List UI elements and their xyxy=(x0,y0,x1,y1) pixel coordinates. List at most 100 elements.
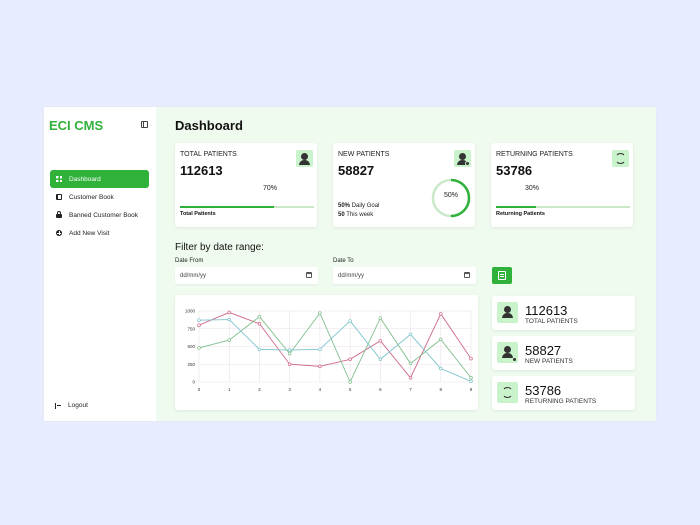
series-1-point xyxy=(469,356,473,361)
date-to-input[interactable]: dd/mm/yy xyxy=(333,267,476,284)
patient-icon xyxy=(497,302,518,323)
series-1-point xyxy=(318,364,322,369)
series-3-point xyxy=(469,379,473,384)
total-patients-card: TOTAL PATIENTS 112613 70% Total Patients xyxy=(175,143,317,227)
x-tick-label: 5 xyxy=(349,387,352,392)
logout-icon xyxy=(55,402,61,409)
sidebar-item-banned-customer-book[interactable]: Banned Customer Book xyxy=(50,206,149,224)
book-icon xyxy=(56,194,62,200)
calendar-icon[interactable] xyxy=(464,272,470,278)
lock-icon xyxy=(56,211,62,218)
summary-label: RETURNING PATIENTS xyxy=(525,398,597,405)
sidebar-item-label: Banned Customer Book xyxy=(69,211,139,219)
series-3-point xyxy=(227,317,231,322)
x-tick-label: 7 xyxy=(409,387,412,392)
logout-label: Logout xyxy=(68,402,88,409)
sidebar-item-dashboard[interactable]: Dashboard xyxy=(50,170,149,188)
series-2-line xyxy=(198,312,472,384)
series-3-point xyxy=(197,318,201,322)
series-1-point xyxy=(378,339,383,343)
sidebar-toggle-icon[interactable] xyxy=(141,121,148,128)
x-tick-label: 6 xyxy=(379,387,382,392)
sidebar-item-label: Dashboard xyxy=(69,175,101,183)
sidebar: ECI CMS Dashboard Customer Book Banned C… xyxy=(44,107,156,421)
summary-value: 112613 xyxy=(525,303,568,318)
y-tick-label: 1000 xyxy=(185,309,196,314)
y-tick-label: 250 xyxy=(187,362,195,367)
progress-bar xyxy=(496,206,630,208)
y-tick-label: 0 xyxy=(192,380,195,385)
series-1-point xyxy=(227,310,231,315)
daily-goal-donut xyxy=(431,178,471,218)
stat-label: RETURNING PATIENTS xyxy=(496,151,573,158)
progress-label: Total Patients xyxy=(180,211,216,217)
series-2-point xyxy=(227,338,231,342)
series-2-point xyxy=(348,380,352,384)
series-2-point xyxy=(287,351,292,356)
date-from-input[interactable]: dd/mm/yy xyxy=(175,267,318,284)
progress-percent: 70% xyxy=(263,185,278,192)
main-content: Dashboard TOTAL PATIENTS 112613 70% Tota… xyxy=(156,107,656,421)
series-1-point xyxy=(408,375,413,380)
series-3-line xyxy=(198,319,472,382)
x-tick-label: 1 xyxy=(228,387,231,392)
stat-label: NEW PATIENTS xyxy=(338,151,390,158)
calendar-icon[interactable] xyxy=(306,272,312,278)
x-tick-label: 3 xyxy=(288,387,291,392)
x-tick-label: 8 xyxy=(440,387,443,392)
series-2-point xyxy=(318,311,322,315)
stat-label: TOTAL PATIENTS xyxy=(180,151,237,158)
x-tick-label: 2 xyxy=(258,387,261,392)
stat-value: 53786 xyxy=(496,163,533,178)
patient-icon xyxy=(296,150,313,167)
x-tick-label: 9 xyxy=(470,387,473,392)
series-1-point xyxy=(287,362,292,366)
grid-icon xyxy=(56,176,62,182)
filter-title: Filter by date range: xyxy=(175,242,264,253)
sidebar-item-label: Customer Book xyxy=(69,193,114,201)
sidebar-item-label: Add New Visit xyxy=(69,229,110,237)
progress-fill xyxy=(180,206,274,208)
plus-circle-icon xyxy=(56,230,62,236)
sync-icon xyxy=(612,150,629,167)
date-from-label: Date From xyxy=(175,258,204,264)
series-3-point xyxy=(439,366,443,371)
line-chart-card: 0 250 500 750 1000 0 1 2 3 4 5 6 7 8 9 xyxy=(175,295,478,410)
date-to-placeholder: dd/mm/yy xyxy=(338,272,365,279)
x-tick-label: 0 xyxy=(198,387,201,392)
y-tick-label: 750 xyxy=(187,326,195,331)
sidebar-nav: Dashboard Customer Book Banned Customer … xyxy=(50,170,149,242)
x-tick-label: 4 xyxy=(319,387,322,392)
series-1-point xyxy=(439,312,443,316)
new-patient-icon xyxy=(454,150,471,167)
series-3-point xyxy=(318,347,322,352)
y-tick-label: 500 xyxy=(187,344,195,349)
new-patients-card: NEW PATIENTS 58827 50% 50% Daily Goal 50… xyxy=(333,143,475,227)
app-window: ECI CMS Dashboard Customer Book Banned C… xyxy=(44,107,656,421)
progress-label: Returning Patients xyxy=(496,211,545,217)
series-3-point xyxy=(257,347,262,352)
series-3-point xyxy=(348,319,352,323)
sidebar-item-customer-book[interactable]: Customer Book xyxy=(50,188,149,206)
sidebar-item-add-new-visit[interactable]: Add New Visit xyxy=(50,224,149,242)
stat-value: 58827 xyxy=(338,163,375,178)
series-2-point xyxy=(257,314,262,319)
series-2-point xyxy=(408,361,413,366)
series-2-point xyxy=(439,337,443,342)
page-title: Dashboard xyxy=(175,118,243,133)
progress-percent: 30% xyxy=(525,185,540,192)
line-chart: 0 250 500 750 1000 0 1 2 3 4 5 6 7 8 9 xyxy=(185,309,473,392)
week-text: 50 This week xyxy=(338,212,374,218)
returning-patients-card: RETURNING PATIENTS 53786 30% Returning P… xyxy=(491,143,633,227)
stat-value: 112613 xyxy=(180,163,223,178)
brand-logo[interactable]: ECI CMS xyxy=(49,118,104,133)
progress-fill xyxy=(496,206,537,208)
logout-button[interactable]: Logout xyxy=(55,402,88,409)
filter-button[interactable] xyxy=(492,267,512,284)
series-1-line xyxy=(198,311,472,379)
date-to-label: Date To xyxy=(333,258,354,264)
summary-card-returning: 53786 RETURNING PATIENTS xyxy=(492,376,635,410)
summary-value: 53786 xyxy=(525,383,562,398)
summary-card-new: 58827 NEW PATIENTS xyxy=(492,336,635,370)
summary-card-total: 112613 TOTAL PATIENTS xyxy=(492,296,635,330)
